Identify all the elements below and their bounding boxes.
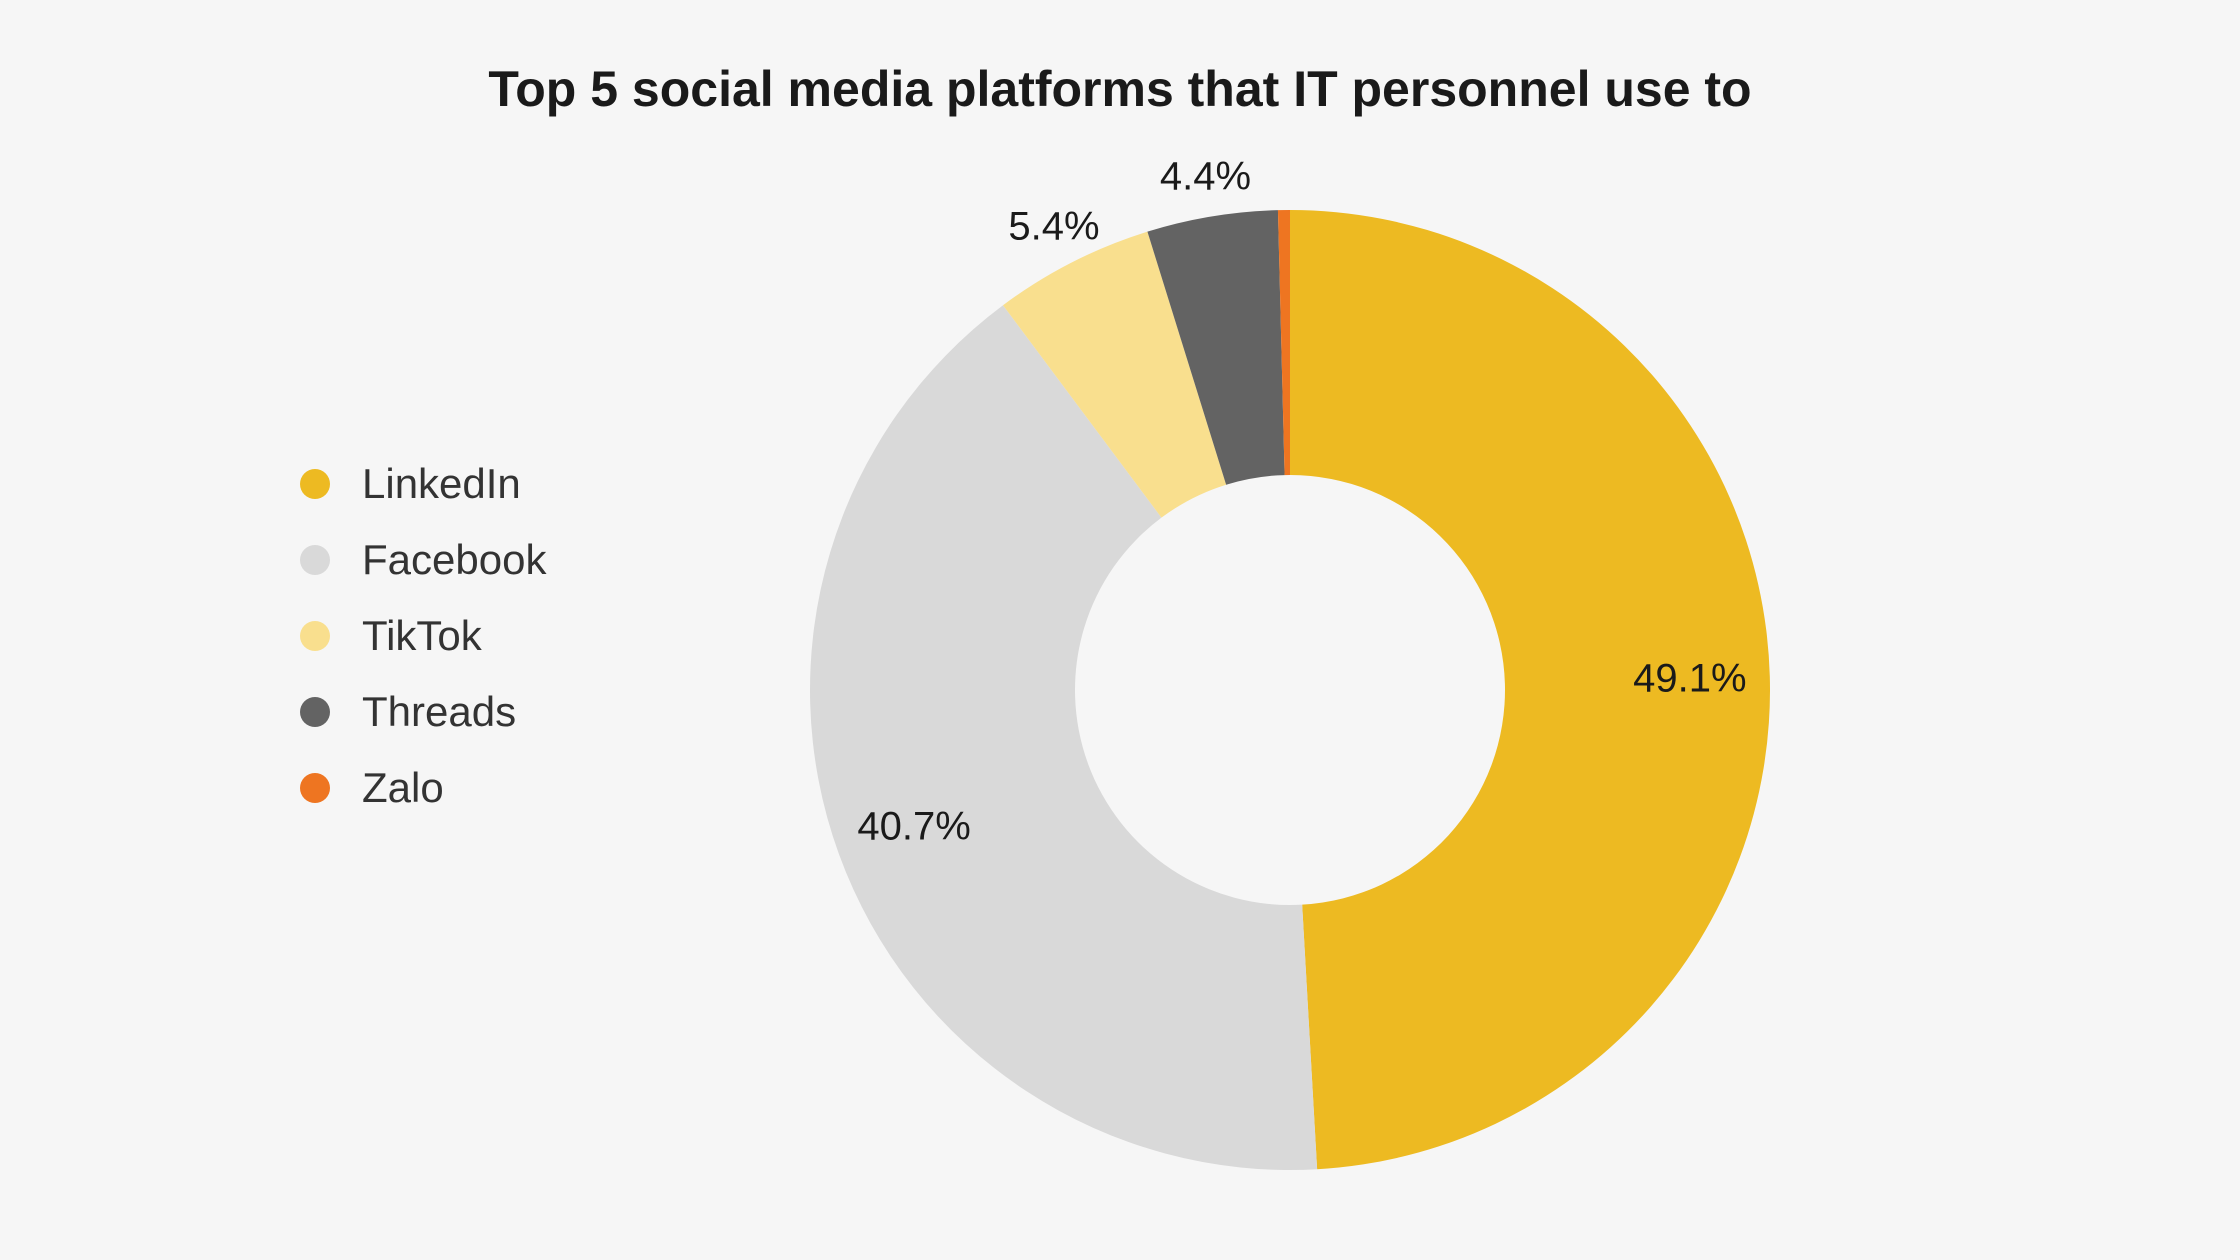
- legend-label: Facebook: [362, 536, 546, 584]
- legend-swatch: [300, 621, 330, 651]
- legend-label: Zalo: [362, 764, 444, 812]
- donut-chart: 49.1%40.7%5.4%4.4%: [810, 210, 1770, 1170]
- slice-label: 49.1%: [1633, 656, 1746, 701]
- legend-item: Zalo: [300, 764, 546, 812]
- slice-label: 4.4%: [1160, 154, 1251, 199]
- legend-swatch: [300, 545, 330, 575]
- legend-item: Facebook: [300, 536, 546, 584]
- legend-item: LinkedIn: [300, 460, 546, 508]
- chart-title: Top 5 social media platforms that IT per…: [0, 60, 2240, 118]
- legend-label: TikTok: [362, 612, 482, 660]
- slice-label: 5.4%: [1008, 204, 1099, 249]
- legend-swatch: [300, 697, 330, 727]
- legend-swatch: [300, 469, 330, 499]
- legend-item: Threads: [300, 688, 546, 736]
- chart-page: Top 5 social media platforms that IT per…: [0, 0, 2240, 1260]
- legend-label: Threads: [362, 688, 516, 736]
- donut-svg: [810, 210, 1770, 1170]
- legend-label: LinkedIn: [362, 460, 521, 508]
- legend: LinkedIn Facebook TikTok Threads Zalo: [300, 460, 546, 840]
- legend-swatch: [300, 773, 330, 803]
- slice-label: 40.7%: [857, 804, 970, 849]
- legend-item: TikTok: [300, 612, 546, 660]
